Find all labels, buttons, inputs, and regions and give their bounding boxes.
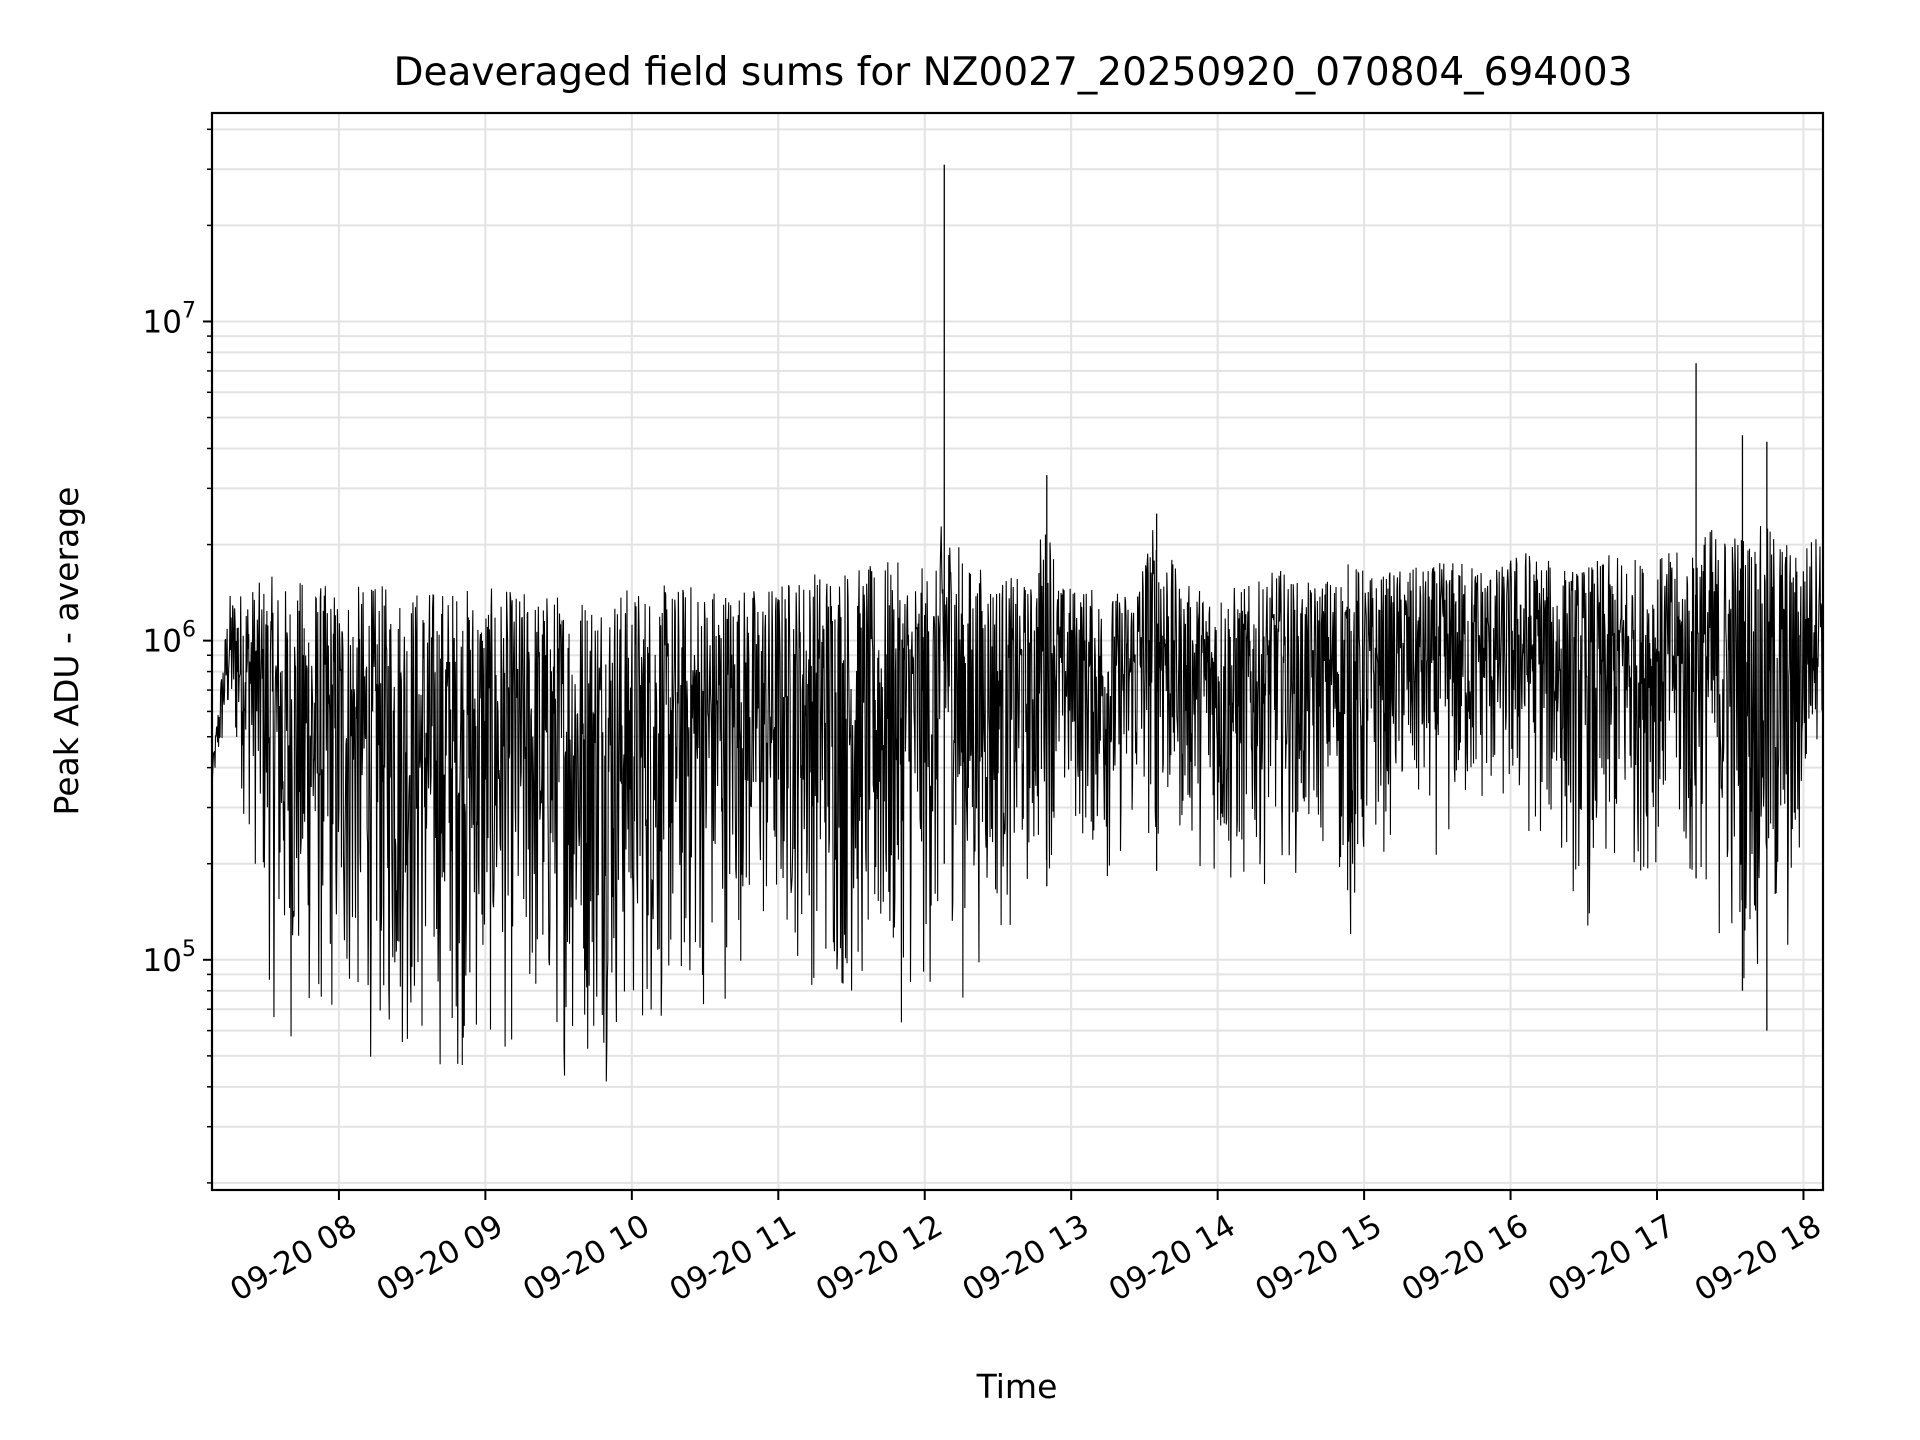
y-tick-label: 105 — [143, 937, 196, 979]
y-tick-label: 106 — [143, 618, 196, 660]
y-axis-label: Peak ADU - average — [47, 487, 86, 816]
y-tick-label: 107 — [143, 298, 196, 340]
grid — [212, 113, 1823, 1190]
y-axis-ticks: 105 106 107 — [143, 128, 212, 1184]
chart-title: Deaveraged field sums for NZ0027_2025092… — [393, 50, 1632, 95]
data-series-line — [211, 164, 1824, 1082]
x-axis-label: Time — [976, 1367, 1058, 1406]
plot-frame — [210, 111, 1825, 1192]
series-line — [211, 526, 1824, 1082]
